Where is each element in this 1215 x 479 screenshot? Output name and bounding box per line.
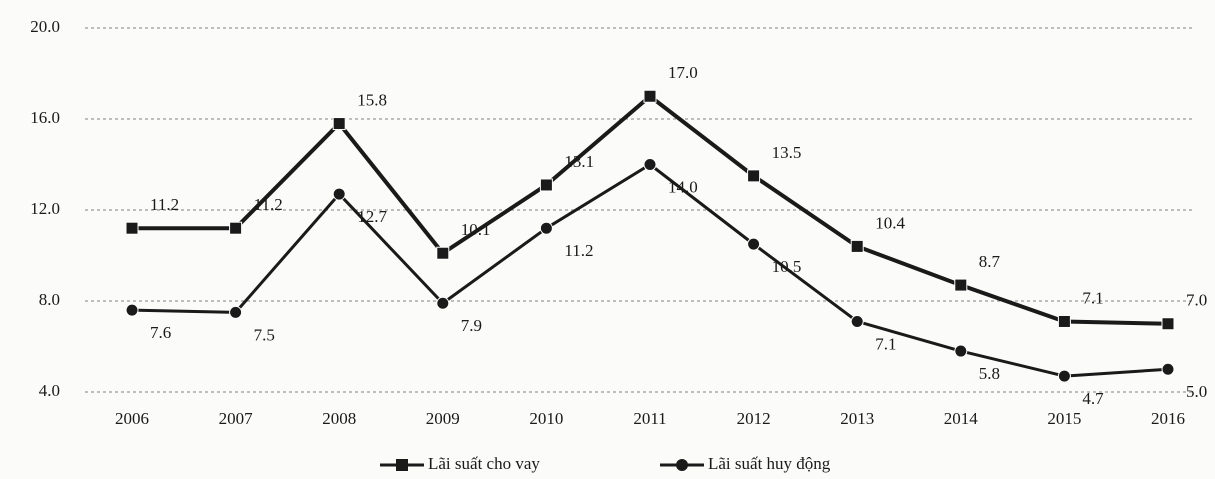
marker <box>1161 362 1175 376</box>
value-label: 13.5 <box>772 143 802 162</box>
marker <box>539 178 553 192</box>
x-tick-label: 2013 <box>840 409 874 428</box>
y-tick-label: 12.0 <box>30 199 60 218</box>
value-label: 11.2 <box>564 241 593 260</box>
value-label: 12.7 <box>357 207 387 226</box>
value-label: 13.1 <box>564 152 594 171</box>
x-tick-label: 2014 <box>944 409 979 428</box>
value-label: 10.4 <box>875 213 905 232</box>
value-label: 7.1 <box>1082 288 1103 307</box>
marker <box>229 305 243 319</box>
marker <box>436 246 450 260</box>
marker <box>954 344 968 358</box>
x-tick-label: 2012 <box>737 409 771 428</box>
x-tick-label: 2010 <box>529 409 563 428</box>
x-tick-label: 2011 <box>633 409 666 428</box>
series-line <box>131 163 1169 378</box>
value-label: 10.5 <box>772 257 802 276</box>
value-label: 7.9 <box>461 316 482 335</box>
value-label: 17.0 <box>668 63 698 82</box>
value-label: 7.1 <box>875 334 896 353</box>
y-tick-label: 16.0 <box>30 108 60 127</box>
value-label: 4.7 <box>1082 389 1104 408</box>
legend-label: Lãi suất cho vay <box>428 454 540 473</box>
marker <box>1057 369 1071 383</box>
value-label: 11.2 <box>254 195 283 214</box>
x-tick-label: 2016 <box>1151 409 1185 428</box>
value-label: 7.5 <box>254 325 275 344</box>
value-label: 10.1 <box>461 220 491 239</box>
x-tick-label: 2008 <box>322 409 356 428</box>
marker <box>229 221 243 235</box>
marker <box>747 237 761 251</box>
x-tick-label: 2007 <box>219 409 254 428</box>
marker <box>954 278 968 292</box>
marker <box>436 296 450 310</box>
legend-marker <box>676 459 688 471</box>
marker <box>539 221 553 235</box>
marker <box>332 117 346 131</box>
value-label: 7.0 <box>1186 291 1207 310</box>
marker <box>125 303 139 317</box>
marker <box>747 169 761 183</box>
marker <box>643 158 657 171</box>
value-label: 5.0 <box>1186 382 1207 401</box>
x-tick-label: 2006 <box>115 409 149 428</box>
marker <box>850 239 864 253</box>
marker <box>643 89 657 103</box>
x-tick-label: 2015 <box>1047 409 1081 428</box>
marker <box>1161 317 1175 331</box>
value-label: 11.2 <box>150 195 179 214</box>
value-label: 14.0 <box>668 177 698 196</box>
y-tick-label: 20.0 <box>30 17 60 36</box>
legend-marker <box>396 459 408 471</box>
value-label: 8.7 <box>979 252 1001 271</box>
value-label: 15.8 <box>357 90 387 109</box>
marker <box>850 314 864 328</box>
marker <box>332 187 346 201</box>
value-label: 5.8 <box>979 364 1000 383</box>
marker <box>1057 314 1071 328</box>
y-tick-label: 4.0 <box>39 381 60 400</box>
x-tick-label: 2009 <box>426 409 460 428</box>
value-label: 7.6 <box>150 323 171 342</box>
legend-label: Lãi suất huy động <box>708 454 831 473</box>
marker <box>125 221 139 235</box>
y-tick-label: 8.0 <box>39 290 60 309</box>
